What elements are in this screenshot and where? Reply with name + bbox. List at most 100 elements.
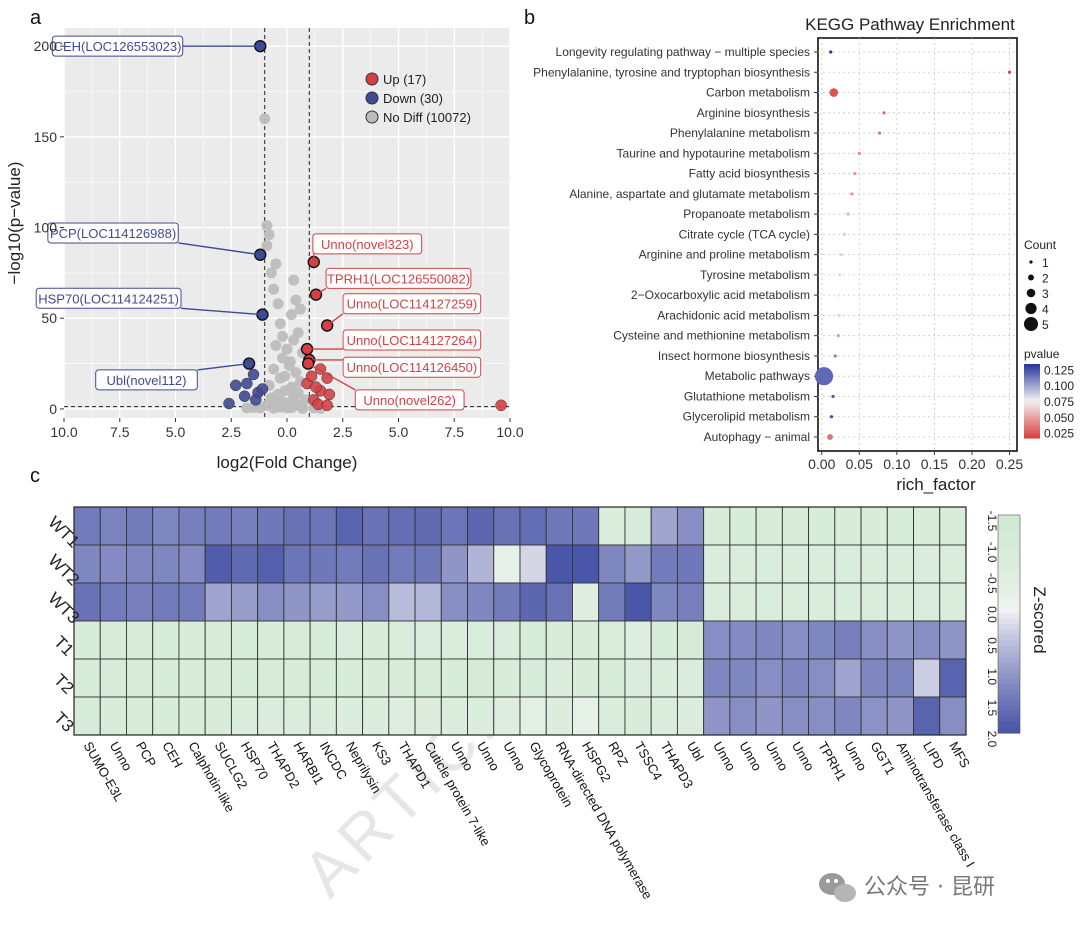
kegg-pvalue-colorbar-segment bbox=[1024, 398, 1040, 402]
kegg-plot-frame bbox=[817, 37, 1018, 452]
volcano-x-tick-label: 0.0 bbox=[277, 424, 297, 440]
heatmap-cell bbox=[99, 696, 127, 736]
kegg-point bbox=[837, 313, 841, 318]
heatmap-cell bbox=[519, 658, 547, 698]
kegg-pathway-label: Glutathione metabolism bbox=[684, 389, 810, 403]
heatmap-cell bbox=[913, 506, 941, 546]
heatmap-cell bbox=[939, 582, 967, 622]
volcano-point-nodiff bbox=[268, 283, 280, 295]
heatmap-cell bbox=[755, 696, 783, 736]
heatmap-cell bbox=[834, 696, 862, 736]
volcano-x-tick-label: 2.5 bbox=[222, 424, 242, 440]
kegg-pathway-label: 2−Oxocarboxylic acid metabolism bbox=[631, 288, 810, 302]
heatmap-cell bbox=[414, 544, 442, 584]
heatmap-cell bbox=[808, 658, 836, 698]
heatmap-cell bbox=[152, 620, 180, 660]
kegg-pvalue-colorbar-segment bbox=[1024, 376, 1040, 380]
heatmap-cell bbox=[545, 696, 573, 736]
kegg-pvalue-colorbar-segment bbox=[1024, 423, 1040, 427]
heatmap-colorbar-segment bbox=[998, 520, 1020, 527]
volcano-point-up bbox=[305, 370, 318, 383]
heatmap-colorbar-segment bbox=[998, 634, 1020, 641]
heatmap-cell bbox=[729, 582, 757, 622]
volcano-y-ticks: 0 50 100 150 200 bbox=[34, 38, 64, 417]
heatmap-cell bbox=[283, 582, 311, 622]
heatmap-colorbar-segment bbox=[998, 727, 1020, 734]
volcano-x-tick-label: 10.0 bbox=[496, 424, 523, 440]
heatmap-colorbar-segment bbox=[998, 624, 1020, 631]
heatmap-cell bbox=[624, 658, 652, 698]
kegg-point bbox=[829, 88, 839, 97]
heatmap-cell bbox=[257, 506, 285, 546]
heatmap-cell bbox=[781, 506, 810, 546]
volcano-legend-marker-nodiff bbox=[365, 110, 379, 124]
heatmap-colorbar-label: -1.5 bbox=[985, 511, 999, 532]
heatmap-cell bbox=[152, 582, 180, 622]
heatmap-column-label: Ubl bbox=[684, 739, 707, 763]
volcano-label-leader-line bbox=[197, 362, 250, 371]
kegg-pvalue-colorbar-segment bbox=[1024, 408, 1040, 412]
heatmap-cell bbox=[99, 506, 127, 546]
heatmap-cell bbox=[414, 696, 442, 736]
kegg-count-legend-label: 4 bbox=[1042, 303, 1049, 317]
volcano-point-nodiff bbox=[274, 318, 286, 330]
kegg-pathway-label: Insect hormone biosynthesis bbox=[658, 349, 810, 363]
volcano-legend-label: Up (17) bbox=[383, 72, 426, 87]
heatmap-column-label: CEH bbox=[159, 739, 186, 770]
kegg-pvalue-colorbar-segment bbox=[1024, 420, 1040, 424]
kegg-pvalue-colorbar-segment bbox=[1024, 405, 1040, 409]
kegg-pvalue-colorbar-segment bbox=[1024, 388, 1040, 392]
heatmap-cell bbox=[388, 582, 416, 622]
volcano-point-nodiff bbox=[277, 330, 289, 342]
heatmap-cell bbox=[572, 582, 600, 622]
kegg-pvalue-colorbar-segment bbox=[1024, 373, 1040, 377]
heatmap-cell bbox=[572, 620, 600, 660]
kegg-pathway-label: Cysteine and methionine metabolism bbox=[613, 329, 810, 343]
heatmap-cell bbox=[729, 658, 757, 698]
heatmap-cell bbox=[860, 696, 888, 736]
heatmap-colorbar-segment bbox=[998, 613, 1020, 620]
heatmap-cell bbox=[886, 582, 914, 622]
kegg-pathway-label: Arginine and proline metabolism bbox=[639, 248, 810, 262]
heatmap-cell bbox=[388, 620, 416, 660]
volcano-legend-label: No Diff (10072) bbox=[383, 110, 471, 125]
heatmap-cell bbox=[99, 620, 127, 660]
heatmap-cell bbox=[913, 582, 941, 622]
heatmap-colorbar-label: 2.0 bbox=[985, 731, 999, 748]
kegg-point bbox=[837, 293, 841, 297]
volcano-gene-label: Unno(novel323) bbox=[321, 237, 414, 252]
volcano-point-up bbox=[495, 399, 507, 412]
heatmap-cell bbox=[467, 506, 495, 546]
heatmap-colorbar-segment bbox=[998, 558, 1020, 565]
kegg-pvalue-colorbar-segment bbox=[1024, 368, 1040, 372]
kegg-pathway-label: Metabolic pathways bbox=[705, 369, 810, 383]
heatmap-cell bbox=[178, 506, 206, 546]
heatmap-cell bbox=[650, 582, 678, 622]
heatmap-cell bbox=[624, 506, 652, 546]
heatmap-cell bbox=[493, 506, 521, 546]
volcano-point-nodiff bbox=[272, 298, 284, 310]
kegg-point bbox=[842, 232, 846, 236]
kegg-point bbox=[877, 131, 882, 135]
heatmap-cell bbox=[650, 620, 678, 660]
heatmap-cell bbox=[73, 696, 101, 736]
heatmap-cell bbox=[335, 582, 364, 622]
heatmap-cell bbox=[309, 544, 337, 584]
volcano-point-nodiff bbox=[288, 334, 300, 346]
heatmap-cell bbox=[309, 658, 337, 698]
heatmap-cell bbox=[204, 544, 232, 584]
kegg-pvalue-colorbar-segment bbox=[1024, 378, 1040, 382]
kegg-point bbox=[836, 334, 840, 338]
heatmap-cell bbox=[204, 620, 232, 660]
heatmap-cell bbox=[860, 582, 888, 622]
heatmap-cell bbox=[362, 582, 390, 622]
kegg-pathway-label: Arachidonic acid metabolism bbox=[657, 308, 810, 322]
volcano-point-nodiff bbox=[281, 343, 293, 355]
kegg-pvalue-colorbar-segment bbox=[1024, 391, 1040, 395]
volcano-gene-label: TPRH1(LOC126550082) bbox=[327, 271, 470, 286]
heatmap-cell bbox=[598, 696, 626, 736]
heatmap-column-label: Unno bbox=[736, 739, 765, 773]
heatmap-colorbar-segment bbox=[998, 607, 1020, 614]
heatmap-cell bbox=[204, 658, 232, 698]
